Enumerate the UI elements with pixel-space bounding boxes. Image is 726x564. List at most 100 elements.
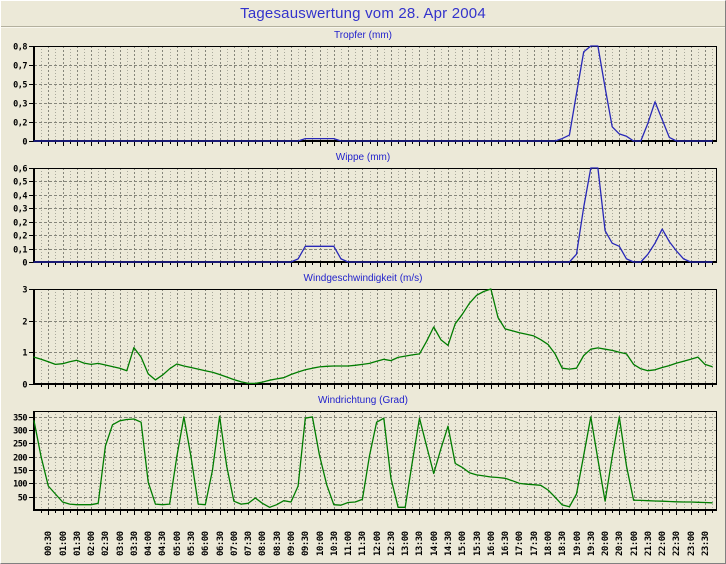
page-title: Tagesauswertung vom 28. Apr 2004 (240, 5, 486, 22)
y-axis-label: 3 (22, 286, 27, 296)
y-tick-labels: 0 0,2 0,3 0,5 0,7 0,8 (13, 43, 33, 148)
x-axis-label: 15:00 (458, 531, 468, 556)
x-axis-label: 23:30 (701, 531, 711, 556)
x-axis-label: 13:30 (415, 531, 425, 556)
page-header: Tagesauswertung vom 28. Apr 2004 (1, 1, 725, 27)
x-axis-label: 11:00 (344, 531, 354, 556)
plot-frame (34, 168, 717, 262)
y-axis-label: 250 (13, 440, 27, 450)
x-axis-label: 07:00 (230, 531, 240, 556)
tropfer-chart: 0 0,2 0,3 0,5 0,7 0,8 (13, 43, 717, 148)
y-tick-labels: 50 100 150 200 250 300 350 (13, 414, 33, 504)
y-axis-label: 150 (13, 467, 27, 477)
y-axis-label: 1 (22, 349, 27, 359)
x-axis-label: 02:00 (87, 531, 97, 556)
plot-frame (34, 289, 717, 384)
wippe-chart: 0 0,1 0,2 0,2 0,3 0,4 0,5 0,6 (13, 165, 717, 269)
chart-section-4: Windrichtung (Grad) 50 100 150 200 250 300 350 (1, 392, 725, 518)
x-axis-label: 04:00 (144, 531, 154, 556)
y-axis-label: 350 (13, 414, 27, 424)
x-tick-marks (41, 142, 713, 146)
y-axis-label: 200 (13, 454, 27, 464)
vertical-gridlines (41, 289, 713, 384)
chart-section-1: Tropfer (mm) 0 0,2 0,3 0,5 0,7 0,8 (1, 27, 725, 149)
x-axis-label: 16:00 (487, 531, 497, 556)
x-axis-label: 18:00 (544, 531, 554, 556)
series-line (33, 45, 713, 142)
x-axis-label: 10:30 (330, 531, 340, 556)
x-axis-label: 17:00 (515, 531, 525, 556)
x-tick-marks (41, 511, 713, 515)
x-axis-label: 01:30 (73, 531, 83, 556)
x-axis-label: 11:30 (358, 531, 368, 556)
y-axis-label: 2 (22, 318, 27, 328)
x-axis-label: 12:00 (373, 531, 383, 556)
x-tick-marks (41, 263, 713, 267)
y-axis-label: 0,2 (13, 119, 27, 129)
y-axis-label: 0,5 (13, 178, 27, 188)
y-axis-label: 100 (13, 480, 27, 490)
x-axis-label: 01:00 (59, 531, 69, 556)
horizontal-gridlines (34, 289, 717, 353)
x-axis-label: 06:00 (201, 531, 211, 556)
x-axis-label: 18:30 (558, 531, 568, 556)
y-axis-label: 50 (18, 494, 28, 504)
y-axis-label: 0,8 (13, 43, 27, 53)
x-axis-label: 22:30 (672, 531, 682, 556)
series-line (33, 288, 713, 385)
y-axis-label: 0 (22, 381, 27, 391)
plot-frame (34, 46, 717, 141)
x-axis-label: 05:00 (173, 531, 183, 556)
y-axis-label: 0 (22, 259, 27, 269)
chart-title: Windgeschwindigkeit (m/s) (303, 273, 423, 284)
chart-title: Tropfer (mm) (334, 30, 392, 41)
charts-container: Tropfer (mm) 0 0,2 0,3 0,5 0,7 0,8 Wippe (mm) 0 0… (1, 27, 725, 558)
y-tick-labels: 0 0,1 0,2 0,2 0,3 0,4 0,5 0,6 (13, 165, 33, 269)
x-axis-label: 10:00 (316, 531, 326, 556)
x-axis-label: 14:30 (444, 531, 454, 556)
x-axis-label: 22:00 (658, 531, 668, 556)
x-axis-label: 05:30 (187, 531, 197, 556)
x-tick-marks (41, 385, 713, 389)
x-axis-label: 23:00 (687, 531, 697, 556)
chart-title: Windrichtung (Grad) (317, 395, 409, 406)
x-axis-label: 14:00 (430, 531, 440, 556)
x-axis-label: 09:30 (301, 531, 311, 556)
windgeschwindigkeit-chart: 0 1 2 3 (22, 286, 717, 391)
chart-section-2: Wippe (mm) 0 0,1 0,2 0,2 0,3 0,4 0,5 0,6 (1, 149, 725, 270)
x-axis-label: 17:30 (530, 531, 540, 556)
windrichtung-chart: 50 100 150 200 250 300 350 (13, 411, 717, 515)
x-axis-label: 13:00 (401, 531, 411, 556)
y-axis-label: 0,4 (13, 192, 27, 202)
horizontal-gridlines (34, 168, 717, 250)
x-axis-label: 12:30 (387, 531, 397, 556)
series-line (33, 415, 713, 508)
y-tick-labels: 0 1 2 3 (22, 286, 33, 391)
x-axis-label: 16:30 (501, 531, 511, 556)
chart-title: Wippe (mm) (335, 152, 391, 163)
x-axis-label: 21:00 (630, 531, 640, 556)
horizontal-gridlines (34, 46, 717, 123)
x-axis-label: 21:30 (644, 531, 654, 556)
y-axis-label: 0,3 (13, 205, 27, 215)
y-axis-label: 0,6 (13, 165, 27, 175)
y-axis-label: 0 (22, 138, 27, 148)
x-axis-label: 19:00 (573, 531, 583, 556)
series-line (33, 167, 713, 263)
x-axis-label: 06:30 (216, 531, 226, 556)
y-axis-label: 0,2 (13, 219, 27, 229)
x-axis-label: 19:30 (587, 531, 597, 556)
y-axis-label: 0,2 (13, 232, 27, 242)
x-axis-label: 20:00 (601, 531, 611, 556)
y-axis-label: 0,7 (13, 62, 27, 72)
x-axis-label: 20:30 (615, 531, 625, 556)
x-axis-label: 03:30 (130, 531, 140, 556)
x-axis-label: 02:30 (101, 531, 111, 556)
vertical-gridlines (41, 411, 713, 510)
x-axis-label: 09:00 (287, 531, 297, 556)
chart-section-3: Windgeschwindigkeit (m/s) 0 1 2 3 (1, 270, 725, 392)
x-axis-label: 00:30 (44, 531, 54, 556)
x-axis-label: 03:00 (116, 531, 126, 556)
y-axis-label: 0,5 (13, 81, 27, 91)
